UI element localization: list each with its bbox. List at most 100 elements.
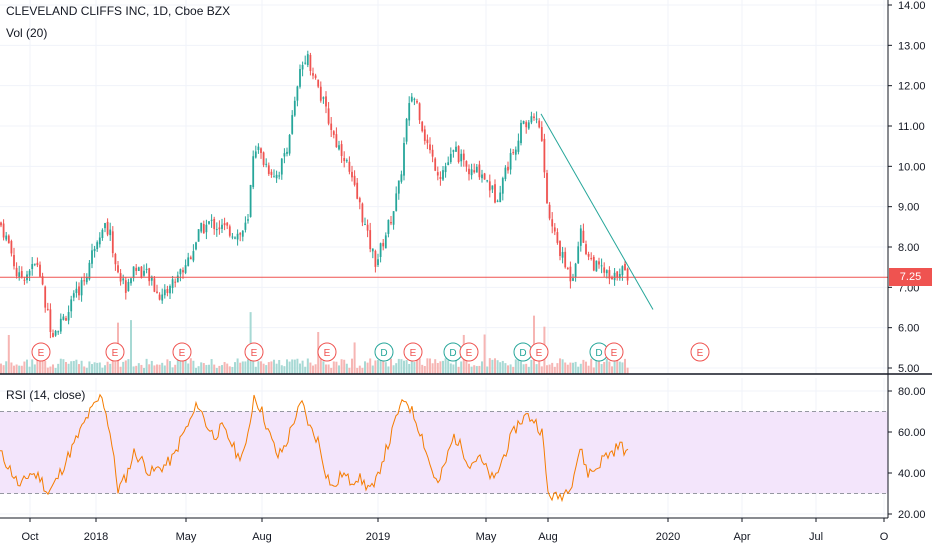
- earnings-marker[interactable]: E: [459, 342, 479, 362]
- earnings-marker[interactable]: E: [529, 342, 549, 362]
- price-tick-label: 6.00: [898, 323, 919, 335]
- volume-bar: [28, 366, 31, 374]
- volume-bar: [278, 359, 281, 374]
- candle-body: [52, 333, 54, 338]
- candle-body: [327, 108, 330, 124]
- volume-bar: [130, 320, 132, 374]
- candle-body: [520, 122, 522, 144]
- candle-body: [10, 241, 13, 254]
- candle-body: [517, 140, 520, 152]
- volume-bar: [488, 358, 491, 374]
- candle-body: [31, 264, 34, 270]
- volume-bar: [564, 362, 567, 374]
- time-tick-label: O: [880, 531, 889, 543]
- candle-body: [265, 163, 268, 165]
- last-price-tag: 7.25: [889, 268, 932, 287]
- candle-body: [392, 211, 395, 225]
- marker-circle: [690, 342, 710, 362]
- axis-layer: 5.006.007.008.009.0010.0011.0012.0013.00…: [0, 0, 932, 543]
- volume-bar: [551, 362, 554, 374]
- earnings-marker[interactable]: E: [105, 342, 125, 362]
- candle-body: [106, 221, 109, 235]
- candle-body: [540, 127, 543, 141]
- earnings-marker[interactable]: E: [690, 342, 710, 362]
- volume-bar: [46, 367, 49, 374]
- earnings-marker[interactable]: E: [403, 342, 423, 362]
- volume-bar: [288, 361, 291, 374]
- candle-body: [546, 172, 548, 204]
- volume-bar: [572, 362, 574, 374]
- candle-body: [577, 246, 580, 264]
- time-tick-label: May: [176, 531, 197, 543]
- earnings-marker[interactable]: E: [31, 342, 51, 362]
- volume-legend[interactable]: Vol (20): [6, 26, 48, 40]
- earnings-marker[interactable]: E: [244, 342, 264, 362]
- dividend-marker[interactable]: D: [443, 342, 463, 362]
- volume-bar: [465, 359, 468, 374]
- volume-bar: [140, 364, 143, 374]
- volume-bar: [413, 362, 416, 374]
- volume-bar: [309, 362, 312, 374]
- volume-bar: [559, 358, 561, 374]
- earnings-marker[interactable]: E: [604, 342, 624, 362]
- candle-body: [49, 309, 52, 333]
- price-tick-label: 13.00: [898, 40, 926, 52]
- volume-bar: [530, 359, 533, 374]
- volume-bar: [299, 363, 301, 374]
- candle-body: [366, 224, 369, 231]
- volume-bar: [403, 360, 405, 374]
- candle-body: [189, 257, 192, 260]
- volume-bar: [210, 359, 213, 374]
- candle-body: [0, 222, 2, 226]
- candle-body: [590, 257, 593, 259]
- volume-bar: [491, 359, 494, 374]
- candle-body: [566, 268, 569, 270]
- candle-body: [67, 312, 70, 321]
- volume-bar: [457, 366, 460, 374]
- price-tick-label: 10.00: [898, 161, 926, 173]
- volume-bar: [182, 361, 184, 374]
- volume-bar: [145, 358, 148, 374]
- dividend-marker[interactable]: D: [513, 342, 533, 362]
- candle-body: [548, 204, 551, 219]
- rsi-legend[interactable]: RSI (14, close): [6, 388, 86, 402]
- volume-bar: [239, 362, 242, 374]
- volume-bar: [527, 366, 530, 374]
- volume-bar: [561, 359, 564, 374]
- candle-body: [338, 145, 340, 150]
- volume-bar: [156, 364, 158, 374]
- volume-bar: [304, 366, 307, 374]
- rsi-band: [0, 411, 888, 494]
- volume-bar: [150, 360, 153, 374]
- candle-body: [462, 153, 465, 160]
- volume-bar: [624, 358, 626, 374]
- candle-body: [132, 266, 135, 279]
- candle-body: [551, 219, 554, 227]
- time-tick-label: Jul: [809, 531, 823, 543]
- volume-bar: [585, 361, 587, 374]
- volume-bar: [382, 359, 385, 374]
- volume-bar: [10, 362, 13, 374]
- earnings-marker[interactable]: E: [317, 342, 337, 362]
- candle-body: [418, 103, 421, 121]
- volume-bar: [345, 363, 348, 374]
- candle-body: [535, 118, 538, 120]
- earnings-marker[interactable]: E: [172, 342, 192, 362]
- volume-bar: [13, 365, 15, 374]
- volume-bar: [236, 358, 239, 374]
- dividend-marker[interactable]: D: [374, 342, 394, 362]
- symbol-legend[interactable]: CLEVELAND CLIFFS INC, 1D, Cboe BZX: [6, 4, 231, 18]
- candle-body: [387, 219, 390, 234]
- candle-body: [403, 142, 405, 176]
- marker-circle: [172, 342, 192, 362]
- volume-bar: [306, 358, 309, 374]
- candle-body: [611, 277, 613, 280]
- volume-bar: [410, 359, 413, 374]
- candle-body: [436, 172, 439, 176]
- candle-body: [533, 116, 535, 119]
- candle-body: [13, 255, 15, 267]
- volume-bar: [33, 364, 36, 374]
- candle-body: [348, 161, 351, 172]
- volume-bar: [512, 366, 515, 374]
